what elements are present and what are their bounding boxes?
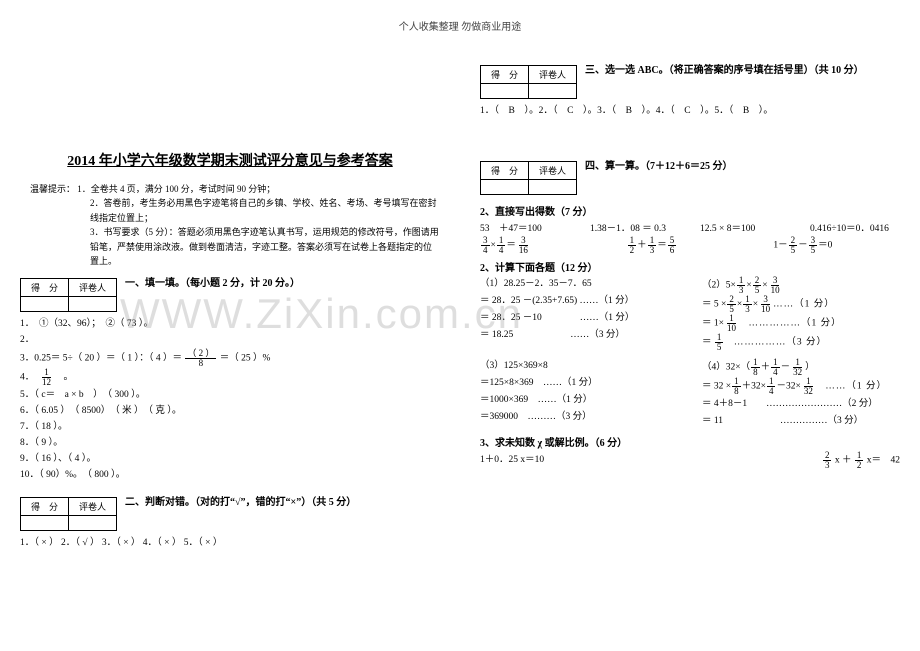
calc-row1: 53 ＋47＝100 1.38－1．08 ＝ 0.3 12.5 × 8＝100 … — [480, 220, 900, 234]
q1-2: 2． — [20, 332, 440, 348]
eq1: 1＋0．25 x＝10 — [480, 451, 544, 470]
p4-s1: ＝ 32 ×18＋32×14－32×132 ……（1 分） — [702, 377, 900, 396]
score-table-2: 得 分评卷人 — [20, 497, 117, 531]
score-table-3: 得 分评卷人 — [480, 65, 577, 99]
score-h1: 得 分 — [21, 498, 69, 516]
p1-s1: ＝ 28．25 －(2.35+7.65) ……（1 分） — [480, 293, 678, 310]
section2-title: 二、判断对错。（对的打“√”，错的打“×”）（共 5 分） — [125, 493, 356, 508]
section1-header: 得 分评卷人 一、填一填。（每小题 2 分，计 20 分。） — [20, 272, 440, 316]
score-h2: 评卷人 — [69, 279, 117, 297]
score-blank — [481, 84, 529, 99]
problem-4: （4）32×（18＋14－132） ＝ 32 ×18＋32×14－32×132 … — [702, 358, 900, 430]
p4-title: （4）32×（18＋14－132） — [702, 358, 900, 377]
calc-row2: 34×14＝316 12＋13＝56 1－25－35＝0 — [480, 236, 900, 255]
score-h1: 得 分 — [481, 162, 529, 180]
section3-title: 三、选一选 ABC。（将正确答案的序号填在括号里）（共 10 分） — [585, 61, 864, 76]
sub4-2: 2、计算下面各题（12 分） — [480, 259, 900, 274]
p3-s3: ＝369000 ………（3 分） — [480, 409, 678, 426]
q1-9: 9．（ 16 ）、（ 4 ）。 — [20, 451, 440, 467]
calc-4: 0.416÷10＝0．0416 — [810, 220, 900, 234]
p1-s3: ＝ 18.25 ……（3 分） — [480, 327, 678, 344]
tips-line-0: 1．全卷共 4 页，满分 100 分，考试时间 90 分钟； — [77, 184, 275, 194]
p4-s2: ＝ 4＋8－1 ……………………（2 分） — [702, 396, 900, 413]
q1-7: 7．（ 18 ）。 — [20, 419, 440, 435]
frac-expr-2: 12＋13＝56 — [627, 236, 754, 255]
calc-1: 53 ＋47＝100 — [480, 220, 570, 234]
section3-answers: 1．（ B ）。2．（ C ）。3．（ B ）。4．（ C ）。5．（ B ）。 — [480, 103, 900, 119]
tips-line-1: 2．答卷前，考生务必用黑色字迹笔将自己的乡镇、学校、姓名、考场、考号填写在密封线… — [90, 196, 440, 225]
q1-8: 8．（ 9 ）。 — [20, 435, 440, 451]
score-h2: 评卷人 — [529, 66, 577, 84]
section2-answers: 1．（ × ） 2．（ √ ） 3．（ × ） 4．（ × ） 5．（ × ） — [20, 535, 440, 551]
q1-10: 10．（ 90）%。 （ 800 ）。 — [20, 467, 440, 483]
score-table-4: 得 分评卷人 — [480, 161, 577, 195]
p1-s2: ＝ 28．25 －10 ……（1 分） — [480, 310, 678, 327]
tips-intro: 温馨提示： — [30, 184, 75, 194]
score-blank — [529, 84, 577, 99]
score-blank — [529, 180, 577, 195]
calc-3: 12.5 × 8＝100 — [700, 220, 790, 234]
section4-block: 得 分评卷人 四、算一算。（7＋12＋6＝25 分） 2、直接写出得数（7 分）… — [480, 155, 900, 470]
tips-block: 温馨提示： 1．全卷共 4 页，满分 100 分，考试时间 90 分钟； 2．答… — [30, 182, 440, 268]
q1-3: 3．0.25＝ 5÷（ 20 ）＝（ 1 ）：（ 4 ）＝ （ 2 ）8 ＝（ … — [20, 349, 440, 368]
p2-s1: ＝ 5 ×25×13×310……（1 分） — [702, 295, 900, 314]
header-note: 个人收集整理 勿做商业用途 — [0, 18, 920, 33]
score-h2: 评卷人 — [529, 162, 577, 180]
section1-title: 一、填一填。（每小题 2 分，计 20 分。） — [125, 274, 300, 289]
score-h1: 得 分 — [481, 66, 529, 84]
score-h2: 评卷人 — [69, 498, 117, 516]
eq2: 23 x ＋ 12 x＝ 42 — [822, 451, 900, 470]
frac-expr-3: 1－25－35＝0 — [773, 236, 900, 255]
right-column: 得 分评卷人 三、选一选 ABC。（将正确答案的序号填在括号里）（共 10 分）… — [460, 55, 920, 635]
q1-6: 6．（ 6.05 ） （ 8500） （ 米 ） （ 克 ）。 — [20, 403, 440, 419]
problems-34: （3）125×369×8 ＝125×8×369 ……（1 分） ＝1000×36… — [480, 358, 900, 430]
score-table-1: 得 分评卷人 — [20, 278, 117, 312]
problem-2: （2）5×13×25×310 ＝ 5 ×25×13×310……（1 分） ＝ 1… — [702, 276, 900, 352]
page-columns: 2014 年小学六年级数学期末测试评分意见与参考答案 温馨提示： 1．全卷共 4… — [0, 55, 920, 635]
q1-5: 5．（ c＝ a × b ） （ 300 ）。 — [20, 387, 440, 403]
score-blank — [21, 516, 69, 531]
left-column: 2014 年小学六年级数学期末测试评分意见与参考答案 温馨提示： 1．全卷共 4… — [0, 55, 460, 635]
q1-4: 4． 112 。 — [20, 368, 440, 387]
frac-expr-1: 34×14＝316 — [480, 236, 607, 255]
equation-row: 1＋0．25 x＝10 23 x ＋ 12 x＝ 42 — [480, 451, 900, 470]
p2-s3: ＝ 15 ……………（3 分） — [702, 333, 900, 352]
p1-title: （1）28.25－2．35－7．65 — [480, 276, 678, 293]
section2-header: 得 分评卷人 二、判断对错。（对的打“√”，错的打“×”）（共 5 分） — [20, 491, 440, 535]
p4-s3: ＝ 11 ……………（3 分） — [702, 413, 900, 430]
score-blank — [481, 180, 529, 195]
problem-1: （1）28.25－2．35－7．65 ＝ 28．25 －(2.35+7.65) … — [480, 276, 678, 352]
section3-block: 得 分评卷人 三、选一选 ABC。（将正确答案的序号填在括号里）（共 10 分）… — [480, 55, 900, 119]
score-blank — [69, 516, 117, 531]
problem-3: （3）125×369×8 ＝125×8×369 ……（1 分） ＝1000×36… — [480, 358, 678, 430]
sub4-3: 3、求未知数 χ 或解比例。（6 分） — [480, 434, 900, 449]
problems-12: （1）28.25－2．35－7．65 ＝ 28．25 －(2.35+7.65) … — [480, 276, 900, 352]
p2-title: （2）5×13×25×310 — [702, 276, 900, 295]
score-h1: 得 分 — [21, 279, 69, 297]
p3-s2: ＝1000×369 ……（1 分） — [480, 392, 678, 409]
page-title: 2014 年小学六年级数学期末测试评分意见与参考答案 — [20, 150, 440, 170]
p3-title: （3）125×369×8 — [480, 358, 678, 375]
p2-s2: ＝ 1×110 ……………（1 分） — [702, 314, 900, 333]
p3-s1: ＝125×8×369 ……（1 分） — [480, 375, 678, 392]
q1-1: 1． ①（32、96）； ②（ 73 ）。 — [20, 316, 440, 332]
calc-2: 1.38－1．08 ＝ 0.3 — [590, 220, 680, 234]
sub4-1: 2、直接写出得数（7 分） — [480, 203, 900, 218]
score-blank — [21, 297, 69, 312]
tips-line-2: 3．书写要求（5 分）：答题必须用黑色字迹笔认真书写，运用规范的修改符号，作图请… — [90, 225, 440, 268]
score-blank — [69, 297, 117, 312]
section4-title: 四、算一算。（7＋12＋6＝25 分） — [585, 157, 733, 172]
